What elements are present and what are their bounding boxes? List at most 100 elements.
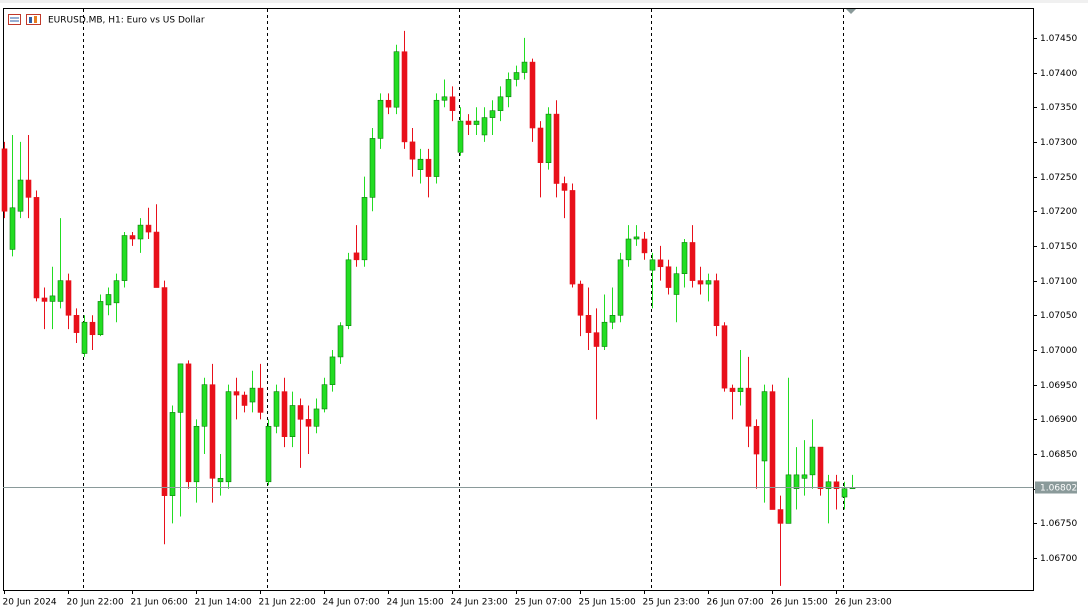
candle-body	[489, 110, 496, 118]
candle-body	[809, 446, 816, 476]
x-tick-label: 25 Jun 07:00	[515, 598, 572, 608]
icon	[26, 14, 41, 25]
candle-body	[537, 127, 544, 163]
candle-body	[841, 488, 848, 498]
y-tick-label: 1.07300	[1040, 138, 1077, 148]
candle-body	[633, 236, 640, 240]
candle-body	[345, 259, 352, 327]
y-tick-label: 1.06700	[1040, 554, 1077, 564]
y-tick-label: 1.07150	[1040, 242, 1077, 252]
y-tick-label: 1.06850	[1040, 450, 1077, 460]
candle-body	[185, 363, 192, 483]
candle-body	[65, 280, 72, 316]
candle-body	[385, 99, 392, 108]
candle-body	[433, 99, 440, 177]
candle-body	[353, 252, 360, 261]
candle-body	[321, 384, 328, 410]
candle-body	[409, 141, 416, 160]
candle-body	[33, 197, 40, 299]
candle-body	[721, 325, 728, 389]
candle-body	[393, 51, 400, 108]
y-tick-label: 1.07250	[1040, 173, 1077, 183]
candle-body	[417, 158, 424, 170]
candle-body	[369, 138, 376, 198]
candle-body	[553, 113, 560, 184]
candle-body	[729, 387, 736, 392]
candle-body	[49, 295, 56, 302]
candle-body	[681, 242, 688, 274]
y-tick-label: 1.06750	[1040, 519, 1077, 529]
candle-body	[609, 315, 616, 323]
x-tick-label: 25 Jun 15:00	[579, 598, 636, 608]
candle-body	[793, 474, 800, 490]
x-tick-label: 24 Jun 07:00	[323, 598, 380, 608]
x-tick-label: 20 Jun 22:00	[67, 598, 124, 608]
candle-body	[9, 207, 16, 250]
candle-body	[497, 96, 504, 111]
x-tick-label: 21 Jun 22:00	[259, 598, 316, 608]
candle-body	[713, 280, 720, 327]
candle-body	[449, 96, 456, 111]
candle-body	[441, 96, 448, 101]
candle-body	[249, 387, 256, 403]
toolbar-strip	[0, 0, 1088, 3]
candle-body	[361, 197, 368, 261]
candle-body	[769, 391, 776, 510]
candle-body	[401, 51, 408, 143]
y-tick-label: 1.07450	[1040, 34, 1077, 44]
candle-body	[457, 120, 464, 153]
candle-body	[265, 425, 272, 483]
candle-body	[705, 280, 712, 285]
candle-body	[41, 297, 48, 302]
candle-body	[521, 61, 528, 73]
candle-body	[513, 72, 520, 80]
candle-body	[785, 474, 792, 524]
candle-body	[129, 235, 136, 240]
candle-body	[241, 394, 248, 406]
y-tick-label: 1.06900	[1040, 415, 1077, 425]
candle-body	[625, 238, 632, 261]
current-price-label: 1.06802	[1040, 484, 1077, 494]
y-tick-label: 1.06950	[1040, 381, 1077, 391]
y-tick-label: 1.07000	[1040, 346, 1077, 356]
candle-body	[425, 158, 432, 177]
candle-body	[641, 238, 648, 254]
x-tick-label: 21 Jun 14:00	[195, 598, 252, 608]
candle-body	[529, 61, 536, 129]
y-tick-label: 1.07350	[1040, 103, 1077, 113]
candle-body	[585, 315, 592, 333]
candle-body	[505, 79, 512, 98]
candle-body	[289, 405, 296, 437]
current-price-box	[1035, 481, 1077, 494]
shift-marker	[846, 9, 856, 14]
x-tick-label: 21 Jun 06:00	[131, 598, 188, 608]
candle-body	[657, 259, 664, 268]
candle-body	[737, 387, 744, 392]
candle-body	[473, 120, 480, 125]
x-tick-label: 26 Jun 23:00	[835, 598, 892, 608]
candle-body	[649, 259, 656, 271]
marks	[1, 30, 856, 586]
candle-body	[305, 419, 312, 427]
candle-body	[1, 148, 8, 212]
plot-frame	[3, 8, 1034, 591]
candle-body	[209, 384, 216, 479]
candle-body	[89, 321, 96, 336]
icon	[29, 17, 32, 23]
candle-body	[777, 509, 784, 524]
candle-body	[577, 283, 584, 316]
candle-body	[113, 280, 120, 304]
candle-body	[561, 183, 568, 191]
candle-body	[217, 478, 224, 483]
y-tick-label: 1.07200	[1040, 207, 1077, 217]
candle-body	[833, 481, 840, 490]
candle-body	[569, 190, 576, 285]
candle-body	[545, 113, 552, 163]
candle-body	[689, 242, 696, 281]
candle-body	[465, 120, 472, 125]
candle-body	[273, 391, 280, 427]
x-tick-label: 26 Jun 15:00	[771, 598, 828, 608]
x-tick-label: 25 Jun 23:00	[643, 598, 700, 608]
